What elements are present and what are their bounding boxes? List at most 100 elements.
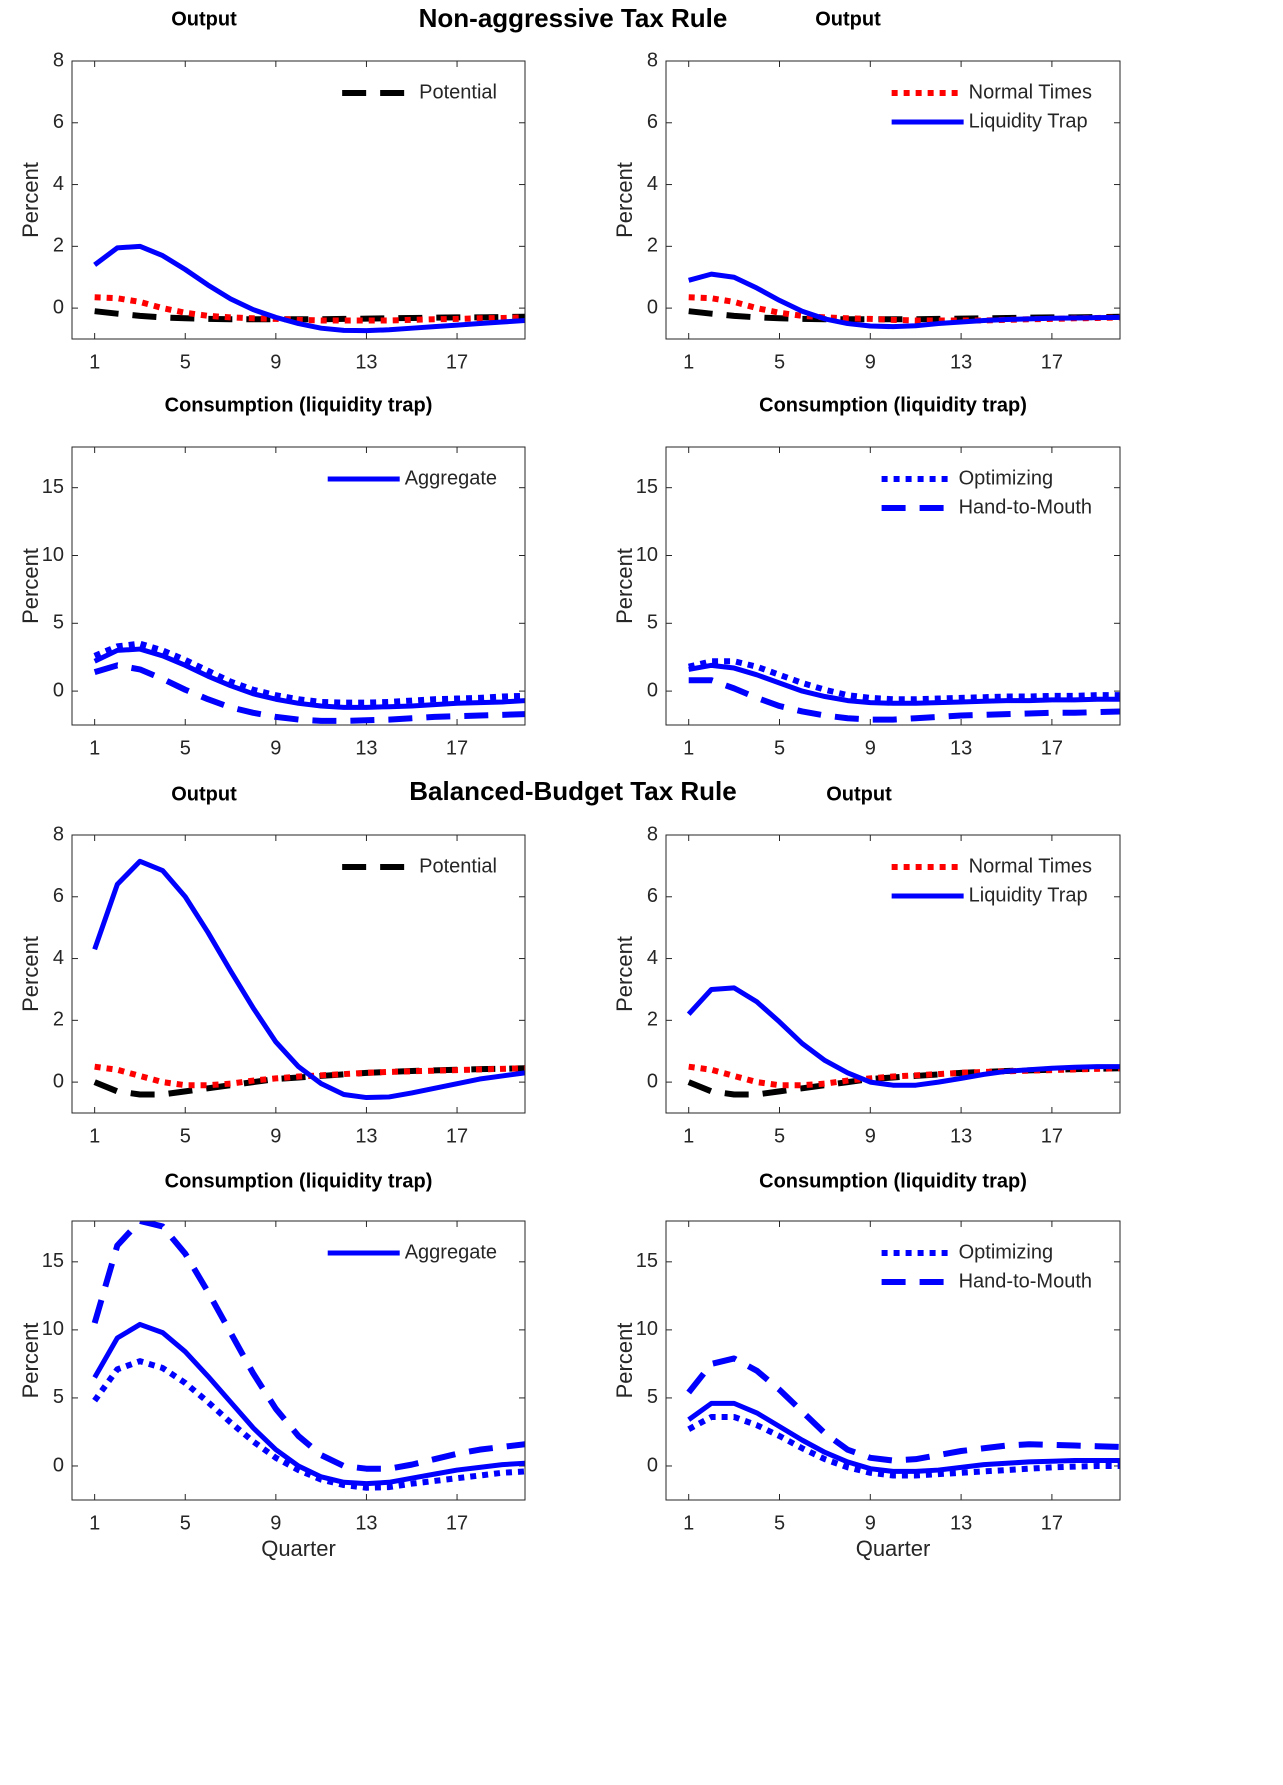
x-tick-label: 1 <box>683 351 694 373</box>
legend-label: Potential <box>419 81 497 103</box>
x-tick-label: 1 <box>89 351 100 373</box>
line-series <box>688 677 1120 723</box>
axes-frame <box>71 834 526 1114</box>
y-tick-label: 2 <box>53 1009 64 1031</box>
y-axis-label: Percent <box>18 936 43 1012</box>
line-series <box>687 1400 1120 1474</box>
y-tick-label: 0 <box>647 1454 658 1476</box>
y-tick-label: 6 <box>647 885 658 907</box>
y-tick-label: 15 <box>42 1250 64 1272</box>
y-tick-label: 4 <box>53 173 64 195</box>
line-series <box>686 985 1120 1088</box>
plot-area <box>666 447 1120 725</box>
x-tick-label: 1 <box>683 1512 694 1534</box>
y-tick-label: 10 <box>42 1318 64 1340</box>
plot-area <box>666 61 1120 339</box>
series-group <box>686 985 1120 1098</box>
x-tick-label: 13 <box>355 351 377 373</box>
legend-label: Hand-to-Mouth <box>959 1270 1092 1292</box>
x-tick-label: 13 <box>950 1512 972 1534</box>
chart-title: Consumption (liquidity trap) <box>759 1170 1027 1192</box>
x-tick-label: 5 <box>180 737 191 759</box>
line-series <box>688 662 1120 706</box>
x-tick-label: 5 <box>774 351 785 373</box>
x-tick-label: 17 <box>446 737 468 759</box>
x-axis-label: Quarter <box>261 1536 336 1561</box>
x-tick-label: 5 <box>774 1125 785 1147</box>
y-tick-label: 5 <box>53 612 64 634</box>
x-tick-label: 13 <box>355 1125 377 1147</box>
x-tick-label: 5 <box>774 737 785 759</box>
line-series <box>91 1221 525 1472</box>
y-tick-label: 2 <box>647 235 658 257</box>
line-series <box>687 1413 1120 1479</box>
x-tick-label: 17 <box>446 1125 468 1147</box>
chart-title: Output <box>171 783 237 805</box>
y-tick-label: 8 <box>53 49 64 71</box>
y-tick-label: 6 <box>53 111 64 133</box>
legend-label: Normal Times <box>969 81 1092 103</box>
series-group <box>92 858 525 1101</box>
x-tick-label: 13 <box>950 737 972 759</box>
axes-frame <box>71 446 526 726</box>
x-tick-label: 13 <box>950 351 972 373</box>
chart-title: Output <box>815 8 881 30</box>
axes-frame <box>71 60 526 340</box>
series-group <box>688 658 1120 723</box>
x-tick-label: 5 <box>180 1512 191 1534</box>
chart-title: Output <box>826 783 892 805</box>
y-tick-label: 10 <box>636 544 658 566</box>
y-axis-label: Percent <box>18 548 43 624</box>
x-tick-label: 9 <box>270 1512 281 1534</box>
x-tick-label: 1 <box>683 1125 694 1147</box>
y-axis-label: Percent <box>18 162 43 238</box>
y-axis-label: Percent <box>612 548 637 624</box>
y-axis-label: Percent <box>612 162 637 238</box>
y-tick-label: 0 <box>647 296 658 318</box>
axes-frame <box>665 1220 1121 1501</box>
y-tick-label: 0 <box>53 1454 64 1476</box>
plot-area <box>666 1221 1120 1500</box>
x-tick-label: 9 <box>865 737 876 759</box>
axes-frame <box>665 834 1121 1114</box>
legend-label: Aggregate <box>405 467 497 489</box>
x-tick-label: 17 <box>446 1512 468 1534</box>
x-tick-label: 5 <box>180 351 191 373</box>
x-tick-label: 17 <box>446 351 468 373</box>
y-axis-label: Percent <box>612 936 637 1012</box>
y-axis-label: Percent <box>612 1323 637 1399</box>
y-tick-label: 5 <box>647 1386 658 1408</box>
x-tick-label: 9 <box>270 1125 281 1147</box>
series-group <box>688 271 1120 330</box>
x-tick-label: 1 <box>89 737 100 759</box>
plot-area <box>72 447 525 725</box>
y-tick-label: 10 <box>636 1318 658 1340</box>
y-tick-label: 4 <box>647 173 658 195</box>
line-series <box>688 271 1120 330</box>
y-tick-label: 5 <box>647 612 658 634</box>
y-tick-label: 15 <box>636 1250 658 1272</box>
x-tick-label: 17 <box>1041 1512 1063 1534</box>
axes-frame <box>665 60 1121 340</box>
x-tick-label: 17 <box>1041 351 1063 373</box>
x-tick-label: 1 <box>89 1125 100 1147</box>
line-series <box>686 1355 1120 1464</box>
y-tick-label: 10 <box>42 544 64 566</box>
x-tick-label: 5 <box>180 1125 191 1147</box>
x-tick-label: 9 <box>270 737 281 759</box>
x-tick-label: 5 <box>774 1512 785 1534</box>
x-tick-label: 17 <box>1041 1125 1063 1147</box>
y-tick-label: 8 <box>647 49 658 71</box>
legend-label: Potential <box>419 855 497 877</box>
legend-label: Liquidity Trap <box>969 110 1088 132</box>
y-tick-label: 15 <box>42 476 64 498</box>
chart-title: Consumption (liquidity trap) <box>165 1170 433 1192</box>
y-tick-label: 0 <box>53 1070 64 1092</box>
chart-title: Output <box>171 8 237 30</box>
y-tick-label: 0 <box>53 679 64 701</box>
plot-area <box>72 61 525 339</box>
x-tick-label: 1 <box>683 737 694 759</box>
series-group <box>93 640 525 724</box>
y-tick-label: 0 <box>647 1070 658 1092</box>
